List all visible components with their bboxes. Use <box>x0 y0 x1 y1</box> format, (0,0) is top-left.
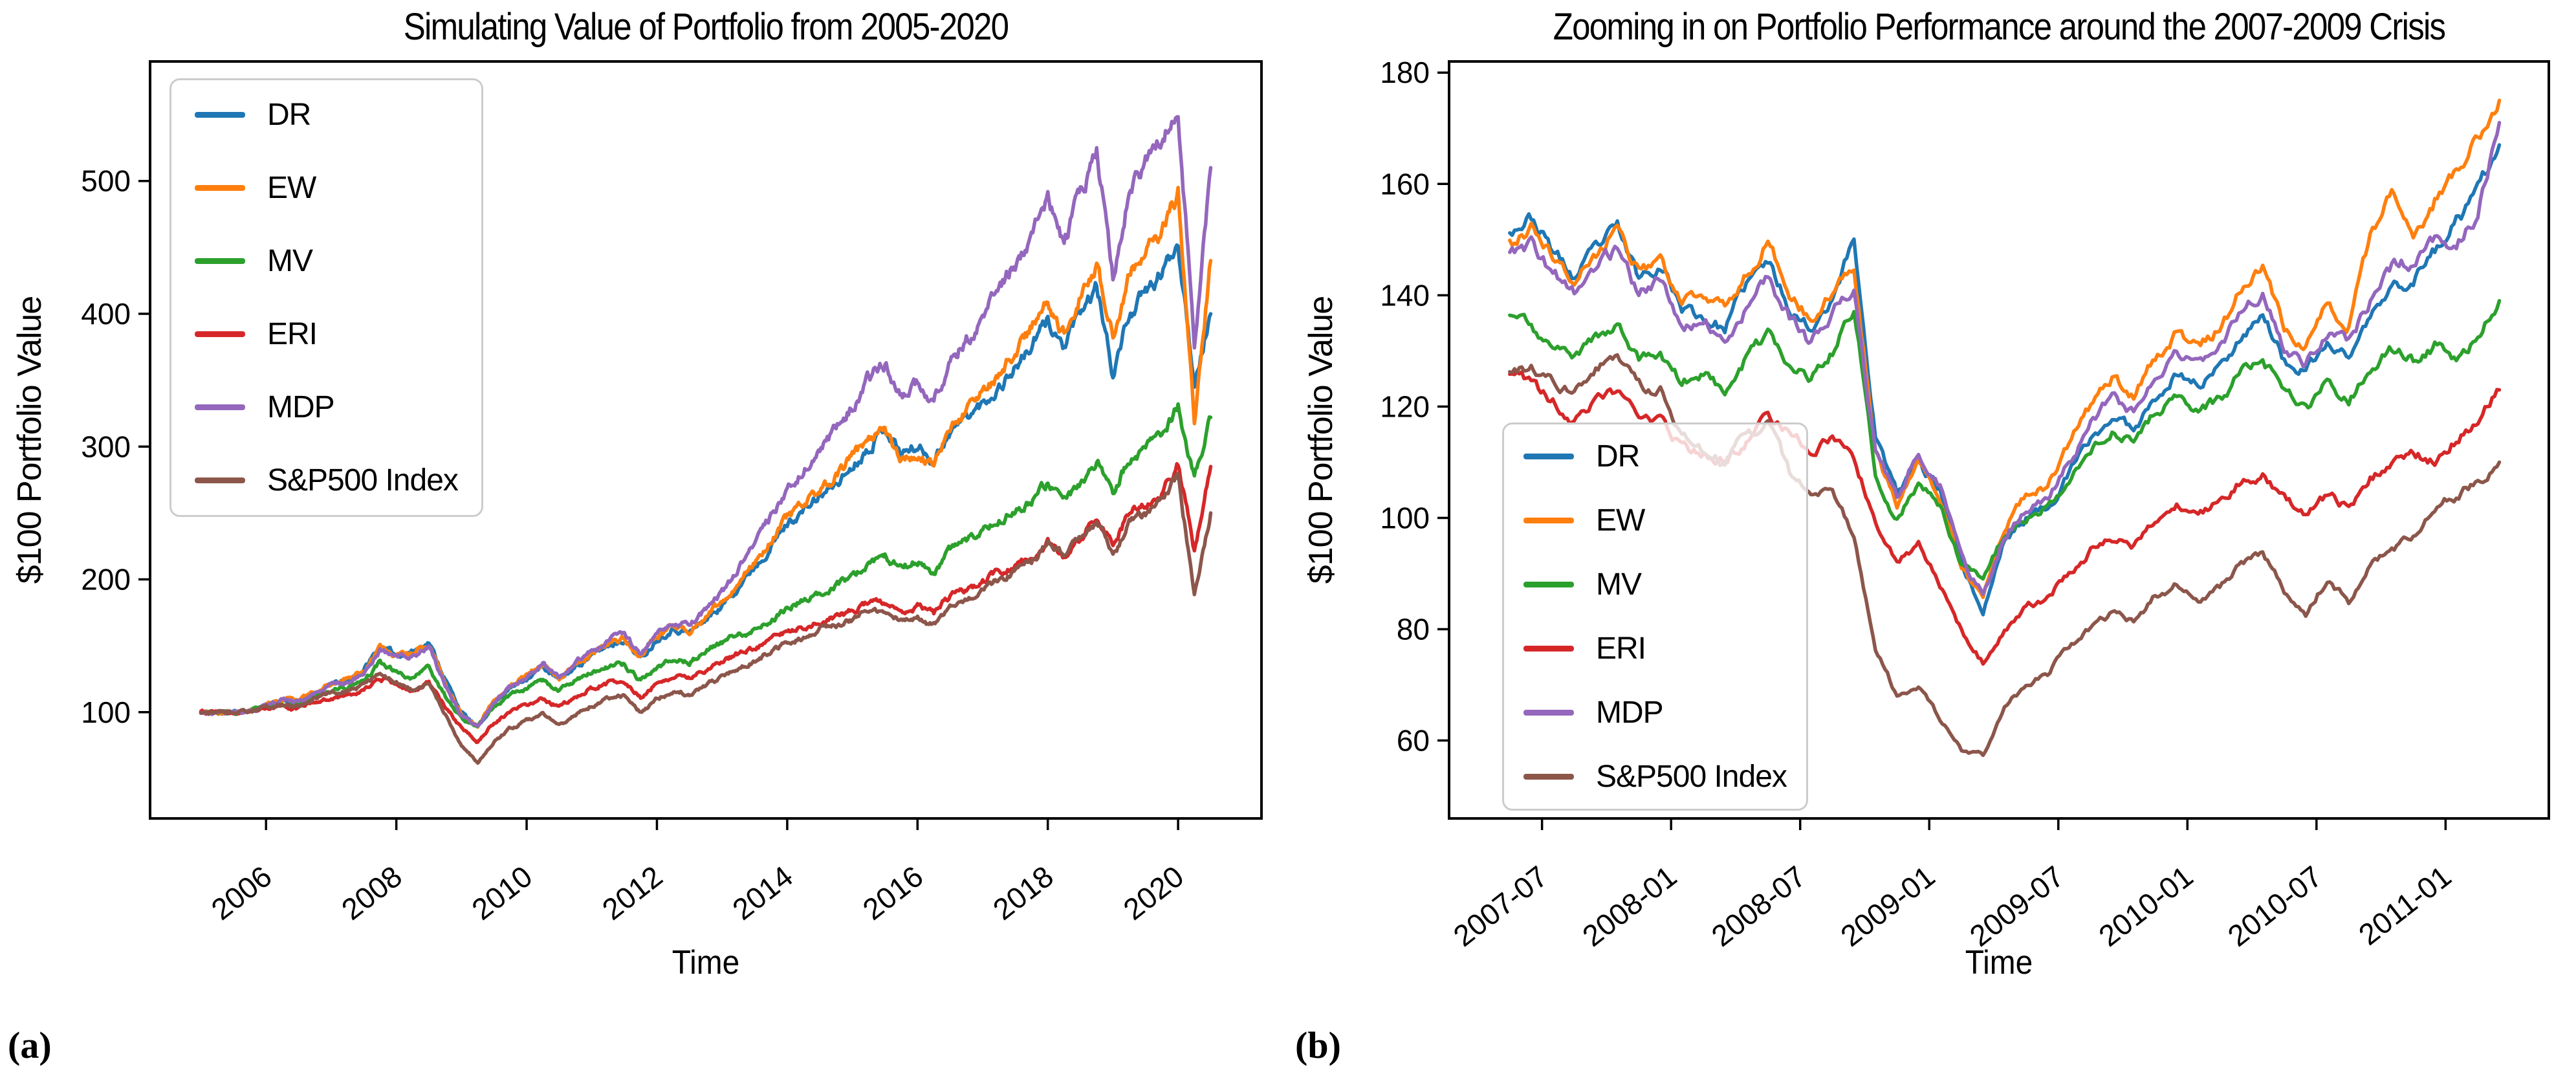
legend-line-swatch <box>1523 518 1574 523</box>
chart-title-a: Simulating Value of Portfolio from 2005-… <box>403 6 1009 48</box>
legend-line-swatch <box>1523 710 1574 716</box>
chart-title-b: Zooming in on Portfolio Performance arou… <box>1553 6 2446 48</box>
y-tick-label: 80 <box>1397 613 1430 646</box>
legend-entry-S&P500 Index: S&P500 Index <box>195 463 459 498</box>
legend-line-swatch <box>195 112 245 118</box>
y-tick-label: 140 <box>1380 278 1430 312</box>
legend-entry-MDP: MDP <box>1523 695 1787 730</box>
legend-label: MDP <box>1596 696 1664 730</box>
legend-line-swatch <box>195 331 245 337</box>
legend-label: S&P500 Index <box>267 463 459 498</box>
legend-line-swatch <box>1523 454 1574 459</box>
y-tick-label: 60 <box>1397 724 1430 758</box>
legend-label: S&P500 Index <box>1596 760 1787 794</box>
x-tick-label: 2010 <box>466 859 539 926</box>
legend-label: DR <box>267 98 311 132</box>
panel-b: 60 80 100 120 140 160 180 2007-07 2008-01 2008-07… <box>1287 0 2576 1085</box>
series-line-MV <box>199 402 1213 729</box>
legend-entry-MV: MV <box>1523 567 1787 602</box>
legend-line-swatch <box>195 404 245 410</box>
plot-area-b: 60 80 100 120 140 160 180 2007-07 2008-01 2008-07… <box>1380 56 2550 953</box>
y-axis-label-a: $100 Portfolio Value <box>11 296 49 584</box>
series-line-MDP <box>1508 120 2502 597</box>
y-tick-label: 120 <box>1380 389 1430 423</box>
legend-entry-ERI: ERI <box>195 316 458 352</box>
y-tick-label: 180 <box>1380 56 1430 89</box>
x-tick-label: 2006 <box>205 859 278 926</box>
x-tick-label: 2018 <box>987 859 1060 926</box>
legend-entry-S&P500 Index: S&P500 Index <box>1523 759 1787 795</box>
legend-line-swatch <box>195 477 245 483</box>
x-tick-label: 2009-01 <box>1834 859 1941 953</box>
legend-label: ERI <box>1596 631 1646 666</box>
legend-entry-MDP: MDP <box>195 389 458 425</box>
series-line-S&P500 Index <box>199 471 1213 765</box>
legend-label: MV <box>1596 567 1642 602</box>
legend-entry-DR: DR <box>1523 439 1787 474</box>
panel-tag-b: (b) <box>1295 1024 1341 1066</box>
x-tick-label: 2011-01 <box>2352 859 2457 952</box>
y-tick-label: 100 <box>81 696 131 729</box>
legend-entry-DR: DR <box>195 97 458 133</box>
x-tick-label: 2010-01 <box>2092 859 2199 953</box>
y-tick-label: 100 <box>1380 501 1430 534</box>
legend-entry-EW: EW <box>1523 503 1787 538</box>
x-tick-label: 2010-07 <box>2221 859 2328 953</box>
legend-label: DR <box>1596 439 1640 474</box>
legend-label: ERI <box>267 317 318 351</box>
legend-entry-ERI: ERI <box>1523 631 1787 666</box>
x-tick-label: 2012 <box>596 859 669 926</box>
x-tick-label: 2016 <box>857 859 930 926</box>
y-tick-label: 500 <box>81 164 131 198</box>
x-tick-label: 2008-07 <box>1705 859 1812 953</box>
y-tick-label: 400 <box>81 297 131 331</box>
y-axis-label-b: $100 Portfolio Value <box>1302 296 1340 584</box>
legend-line-swatch <box>1523 582 1574 587</box>
y-tick-label: 200 <box>81 563 131 597</box>
legend-label: EW <box>267 171 316 205</box>
x-tick-label: 2020 <box>1117 859 1190 926</box>
legend-label: MV <box>267 244 313 278</box>
x-tick-label: 2014 <box>726 859 799 926</box>
x-axis-label-b: Time <box>1965 944 2033 981</box>
legend-label: EW <box>1596 503 1645 538</box>
legend-b: DR EW MV ERI MDP S&P500 Index <box>1502 422 1808 811</box>
legend-line-swatch <box>195 185 245 191</box>
x-tick-label: 2009-07 <box>1963 859 2070 953</box>
series-line-MDP <box>199 115 1213 728</box>
series-line-EW <box>1508 98 2502 599</box>
axes-frame <box>149 60 1263 820</box>
legend-line-swatch <box>195 258 245 264</box>
legend-line-swatch <box>1523 646 1574 652</box>
x-tick-label: 2008-01 <box>1576 859 1683 953</box>
panel-a: 100 200 300 400 500 2006 2008 2010 2012 2014 2016 2… <box>0 0 1287 1085</box>
y-tick-label: 160 <box>1380 167 1430 201</box>
axes-frame <box>1448 60 2550 820</box>
panel-tag-a: (a) <box>8 1024 52 1066</box>
x-tick-label: 2007-07 <box>1447 859 1554 953</box>
x-axis-label-a: Time <box>671 944 740 981</box>
legend-entry-MV: MV <box>195 243 458 279</box>
plot-area-a: 100 200 300 400 500 2006 2008 2010 2012 2014 2016 2… <box>81 60 1263 926</box>
x-tick-label: 2008 <box>335 859 408 926</box>
legend-label: MDP <box>267 390 335 424</box>
y-tick-label: 300 <box>81 430 131 463</box>
legend-a: DR EW MV ERI MDP S&P500 Index <box>169 78 483 517</box>
legend-line-swatch <box>1523 774 1574 780</box>
legend-entry-EW: EW <box>195 170 458 206</box>
